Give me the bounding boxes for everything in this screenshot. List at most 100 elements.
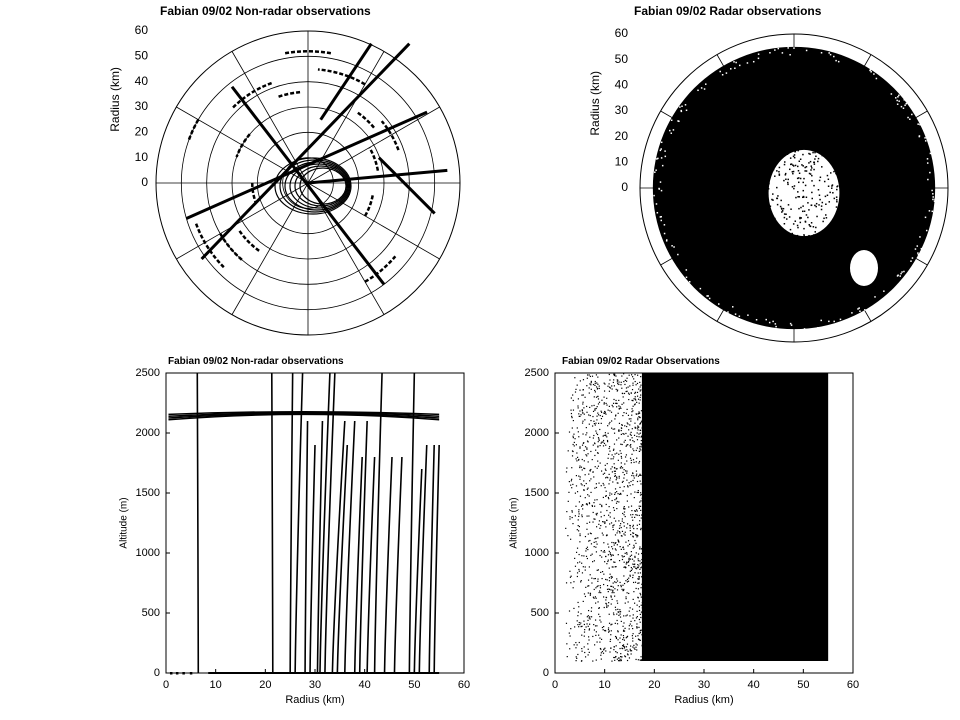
radar-edge-gap [900, 105, 903, 108]
radar-point [624, 508, 626, 510]
profile-line [433, 444, 440, 674]
radar-point [630, 514, 632, 516]
radar-point [791, 186, 794, 188]
radar-point [621, 588, 623, 590]
radar-point [588, 495, 590, 497]
radar-point [797, 149, 799, 152]
radar-point [622, 546, 624, 548]
flight-level-track [168, 412, 440, 419]
radar-point [599, 590, 601, 592]
radar-point [617, 482, 619, 484]
x-tick-label: 10 [210, 679, 222, 691]
radar-point [827, 178, 830, 181]
radar-edge-gap [837, 60, 840, 63]
radar-point [814, 158, 816, 160]
radar-point [835, 206, 838, 208]
radar-point [619, 656, 622, 658]
radar-point [633, 441, 635, 443]
radar-edge-gap [768, 321, 771, 324]
radar-point [636, 435, 638, 438]
radar-point [640, 517, 642, 519]
radar-point [598, 607, 600, 609]
radar-edge-gap [927, 178, 929, 181]
radar-point [638, 388, 640, 390]
radar-point [568, 632, 570, 634]
radar-point [631, 608, 634, 610]
radar-point [614, 475, 616, 477]
radar-point [588, 636, 590, 638]
radar-point [636, 627, 638, 629]
radar-point [582, 401, 584, 403]
radar-point [790, 163, 793, 165]
radar-point [798, 196, 801, 198]
y-tick-label: 50 [135, 49, 149, 63]
radar-point [568, 610, 571, 612]
radar-point [624, 566, 626, 568]
profile-line [418, 444, 428, 674]
radar-point [586, 504, 588, 506]
radar-point [609, 421, 611, 424]
radar-point [637, 659, 639, 661]
radar-point [639, 432, 641, 434]
radar-edge-gap [896, 99, 898, 102]
radar-point [586, 405, 588, 408]
radar-point [586, 515, 588, 517]
radar-point [612, 554, 614, 556]
radar-point [640, 389, 642, 391]
radar-gap [850, 250, 878, 286]
radar-point [596, 387, 599, 389]
radar-point [634, 391, 637, 393]
radar-point [809, 160, 812, 163]
radar-point [620, 433, 622, 436]
radar-point [588, 387, 590, 389]
radar-point [610, 585, 612, 587]
radar-point [629, 530, 631, 532]
radar-point [627, 392, 630, 394]
radar-point [596, 569, 598, 571]
radar-point [634, 380, 636, 383]
radar-point [572, 394, 574, 396]
radar-point [640, 449, 642, 451]
radar-point [632, 614, 634, 616]
radar-point [633, 378, 635, 380]
radar-point [607, 432, 609, 434]
radar-point [618, 407, 620, 410]
radar-point [635, 509, 638, 511]
radar-point [640, 384, 642, 386]
radar-point [636, 644, 638, 646]
radar-point [593, 545, 595, 548]
radar-point [594, 505, 596, 507]
radar-point [623, 639, 626, 641]
radar-point [633, 527, 635, 530]
radar-point [594, 466, 596, 468]
radar-point [810, 165, 813, 167]
radar-point [821, 233, 824, 235]
radar-point [613, 398, 615, 401]
radar-point [790, 208, 792, 210]
profile-line [289, 372, 294, 674]
radar-point [602, 652, 605, 654]
radar-point [611, 471, 613, 473]
radar-point [626, 578, 629, 581]
radar-point [802, 181, 804, 184]
radar-point [627, 545, 629, 547]
radar-point [625, 563, 627, 565]
radar-point [627, 443, 629, 446]
radar-point [636, 391, 639, 394]
radar-point [772, 193, 774, 195]
radar-point [632, 382, 634, 384]
radar-point [578, 570, 580, 572]
radar-point [581, 647, 583, 650]
radar-point [571, 417, 573, 419]
radar-point [611, 385, 613, 387]
radar-point [801, 164, 803, 166]
radar-point [626, 479, 628, 481]
radar-point [631, 411, 633, 413]
radar-point [568, 481, 570, 483]
radar-point [623, 433, 625, 435]
radar-point [580, 660, 583, 662]
radar-point [772, 168, 775, 171]
radar-point [636, 432, 638, 434]
center-loop [294, 165, 348, 207]
radar-point [595, 659, 597, 661]
